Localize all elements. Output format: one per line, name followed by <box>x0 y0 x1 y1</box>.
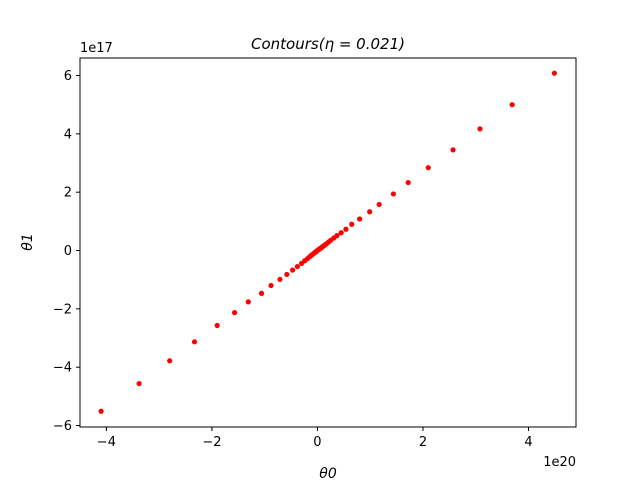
x-tick-label: −2 <box>202 435 221 450</box>
data-point <box>390 191 397 197</box>
y-tick-label: −4 <box>53 361 72 376</box>
data-point <box>284 271 290 278</box>
plot-area <box>79 57 577 428</box>
y-tick-label: −2 <box>53 302 72 317</box>
data-point <box>376 201 382 208</box>
x-axis-label: θ0 <box>319 466 337 480</box>
scatter-points <box>98 70 557 414</box>
data-point <box>313 248 319 254</box>
data-point <box>349 221 355 227</box>
data-point <box>450 147 456 153</box>
x-tick-label: −4 <box>97 435 116 450</box>
x-tick-label: 2 <box>419 435 427 450</box>
y-tick-label: 6 <box>64 69 72 84</box>
x-axis-ticks: −4 −2 0 2 4 <box>97 427 533 450</box>
y-axis-label: θ1 <box>20 233 36 250</box>
data-point <box>268 282 274 289</box>
data-point <box>343 226 349 232</box>
data-point <box>551 70 557 76</box>
y-tick-label: 2 <box>64 186 72 201</box>
chart-title: Contours(η = 0.021) <box>251 35 405 53</box>
data-point <box>136 380 142 387</box>
axes-frame <box>79 57 577 428</box>
x-tick-label: 0 <box>313 435 321 450</box>
data-point <box>258 290 265 296</box>
data-point <box>167 358 173 364</box>
y-tick-label: 0 <box>64 244 72 259</box>
data-point <box>367 209 373 215</box>
y-tick-label: −6 <box>53 419 72 434</box>
data-point <box>245 299 251 305</box>
data-point <box>338 230 344 236</box>
x-tick-label: 4 <box>524 435 532 450</box>
data-point <box>214 322 220 329</box>
data-point <box>277 276 283 282</box>
data-point <box>98 408 104 414</box>
y-axis-ticks: −6 −4 −2 0 2 4 6 <box>53 69 80 434</box>
y-tick-label: 4 <box>64 127 72 142</box>
data-point <box>477 126 483 132</box>
data-point <box>191 339 198 345</box>
data-point <box>357 216 363 222</box>
x-axis-offset-label: 1e20 <box>543 455 576 470</box>
data-point <box>290 267 296 273</box>
data-point <box>509 102 515 108</box>
data-point <box>232 310 238 316</box>
data-point <box>425 165 431 171</box>
y-axis-offset-label: 1e17 <box>80 41 113 56</box>
data-point <box>294 263 300 270</box>
data-point <box>405 179 411 186</box>
